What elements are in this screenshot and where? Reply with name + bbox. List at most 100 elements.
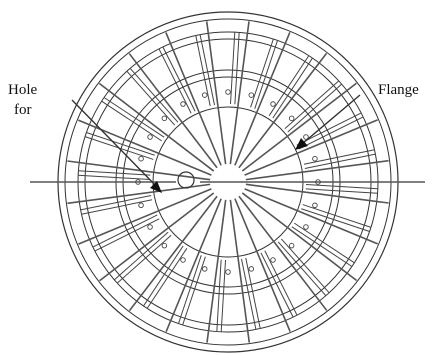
bolt-hole [315, 179, 321, 185]
flange-blade [182, 256, 206, 326]
flange-blade [291, 226, 353, 267]
flange-blade [81, 199, 153, 215]
radial-line [238, 195, 328, 311]
bolt-hole [147, 134, 153, 140]
radial-line [241, 192, 358, 282]
flange-blade [305, 183, 378, 190]
radial-line [244, 119, 378, 176]
hole-callout [71, 99, 162, 193]
bolt-hole [248, 266, 255, 272]
flange-blade [199, 34, 216, 106]
radial-line [238, 52, 328, 169]
flange-blade [298, 116, 364, 150]
flange-blade [126, 70, 175, 126]
center-hole [177, 171, 195, 189]
flange-blade [113, 231, 169, 281]
radial-line [67, 160, 211, 181]
bolt-hole [225, 269, 231, 275]
bolt-hole [135, 179, 141, 185]
radial-line [229, 21, 250, 165]
flange-blade [177, 255, 202, 324]
radial-line [165, 32, 222, 166]
flange-blade [92, 214, 158, 248]
flange-blade [268, 55, 310, 116]
bolt-hole [161, 242, 168, 249]
radial-line [165, 198, 222, 333]
flange-blades [78, 32, 378, 332]
flange-blade [264, 250, 298, 316]
radial-line [245, 183, 389, 204]
radial-line [99, 192, 215, 282]
hole-label-line1: Hole [8, 82, 38, 98]
bolt-hole [288, 115, 295, 122]
flange-blade [94, 218, 160, 252]
flange-blade [302, 204, 372, 228]
bolt-hole [201, 266, 208, 272]
flange-blade [86, 131, 155, 156]
flange-blade [78, 174, 151, 181]
flange-blade [101, 100, 162, 142]
bolt-holes [135, 89, 321, 275]
radial-line [241, 82, 357, 172]
radial-line [98, 82, 215, 172]
flange-blade [301, 208, 370, 233]
bolt-hole [138, 155, 144, 162]
radial-line [245, 159, 389, 181]
flange-blade [254, 40, 279, 109]
flange-blade [240, 258, 257, 330]
flange-blade [129, 67, 179, 123]
flange-blade [303, 149, 375, 165]
flange-blade [305, 188, 378, 194]
flange-blade [277, 241, 327, 297]
flange-blade [143, 245, 184, 307]
flange-blade [220, 259, 227, 332]
bolt-hole [225, 89, 231, 95]
flange-blade [103, 97, 165, 138]
radial-line [77, 119, 212, 176]
flange-blade [78, 170, 151, 176]
radial-line [205, 21, 227, 165]
flange-blade [195, 35, 211, 107]
radial-line [234, 31, 291, 166]
flange-blade [272, 57, 313, 119]
radial-line [244, 188, 379, 245]
radial-line [206, 199, 227, 343]
flange-blade [294, 222, 355, 264]
flange-arrow-icon [295, 138, 308, 150]
bolt-hole [312, 202, 318, 209]
bolt-hole [248, 92, 255, 98]
flange-blade [162, 46, 196, 112]
flange-blade [260, 252, 294, 318]
flange-blade [287, 83, 343, 133]
flange-label: Flange [378, 82, 419, 98]
flange-blade [304, 153, 376, 170]
flange-blade [245, 257, 261, 329]
bolt-hole [270, 257, 276, 263]
hole-label-line2: for [14, 102, 32, 118]
bolt-hole [288, 242, 295, 249]
flange-blade [116, 235, 172, 284]
bolt-hole [138, 202, 144, 209]
radial-line [234, 198, 291, 332]
radial-line [229, 199, 251, 343]
flange-blade [80, 194, 152, 211]
bolt-hole [147, 224, 153, 230]
radial-line [128, 195, 218, 312]
flange-blade [158, 48, 192, 114]
hole-arrow-icon [150, 181, 162, 193]
radial-line [128, 53, 218, 169]
flange-blade [146, 248, 188, 309]
flange-blade [284, 80, 340, 129]
bolt-hole [201, 92, 208, 98]
bolt-hole [180, 257, 186, 263]
flange-callout [295, 94, 361, 150]
bolt-hole [312, 155, 318, 162]
flange-blade [229, 32, 236, 105]
bolt-hole [303, 134, 309, 140]
radial-line [78, 188, 212, 245]
flange-blade [234, 32, 240, 105]
bolt-hole [161, 115, 168, 122]
bolt-hole [303, 224, 309, 230]
flange-blade [281, 238, 330, 294]
